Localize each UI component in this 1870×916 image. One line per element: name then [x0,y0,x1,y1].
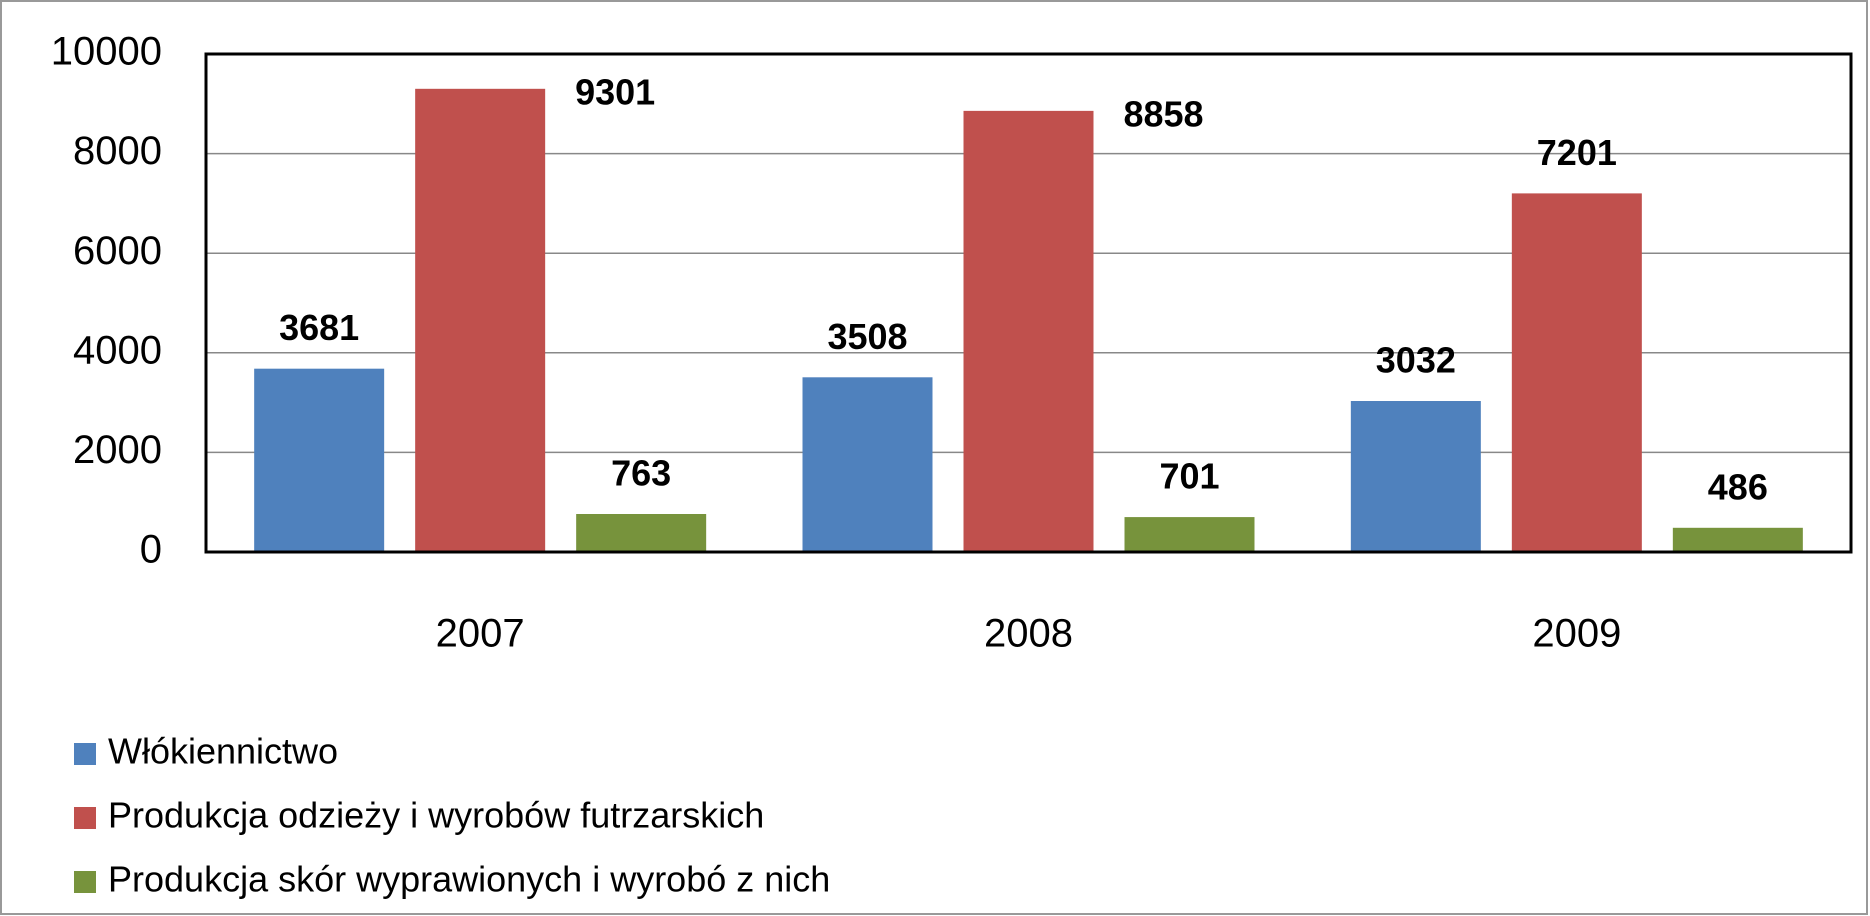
value-label: 9301 [575,71,655,112]
bar [576,514,707,552]
x-tick-label: 2007 [436,612,525,656]
x-tick-label: 2009 [1532,612,1621,656]
y-tick-label: 8000 [73,129,162,173]
bar [1672,527,1803,552]
y-tick-label: 10000 [51,30,162,74]
bar [415,88,546,552]
bar [1511,193,1642,552]
y-tick-label: 6000 [73,229,162,273]
bar [963,110,1094,553]
y-tick-label: 0 [140,528,162,572]
x-tick-label: 2008 [984,612,1073,656]
y-tick-label: 4000 [73,328,162,372]
legend-swatch [74,807,96,829]
legend-swatch [74,743,96,765]
bar [1350,401,1481,552]
value-label: 8858 [1123,93,1203,134]
value-label: 486 [1708,466,1768,507]
legend-label: Włókiennictwo [108,731,338,772]
bar [1124,517,1255,552]
value-label: 7201 [1537,132,1617,173]
bar [254,368,385,552]
value-label: 701 [1159,456,1219,497]
value-label: 763 [611,453,671,494]
y-tick-label: 2000 [73,428,162,472]
legend-label: Produkcja skór wyprawionych i wyrobó z n… [108,859,830,900]
legend-swatch [74,871,96,893]
value-label: 3508 [827,316,907,357]
legend-label: Produkcja odzieży i wyrobów futrzarskich [108,795,764,836]
bar [802,377,933,552]
value-label: 3681 [279,307,359,348]
value-label: 3032 [1376,340,1456,381]
